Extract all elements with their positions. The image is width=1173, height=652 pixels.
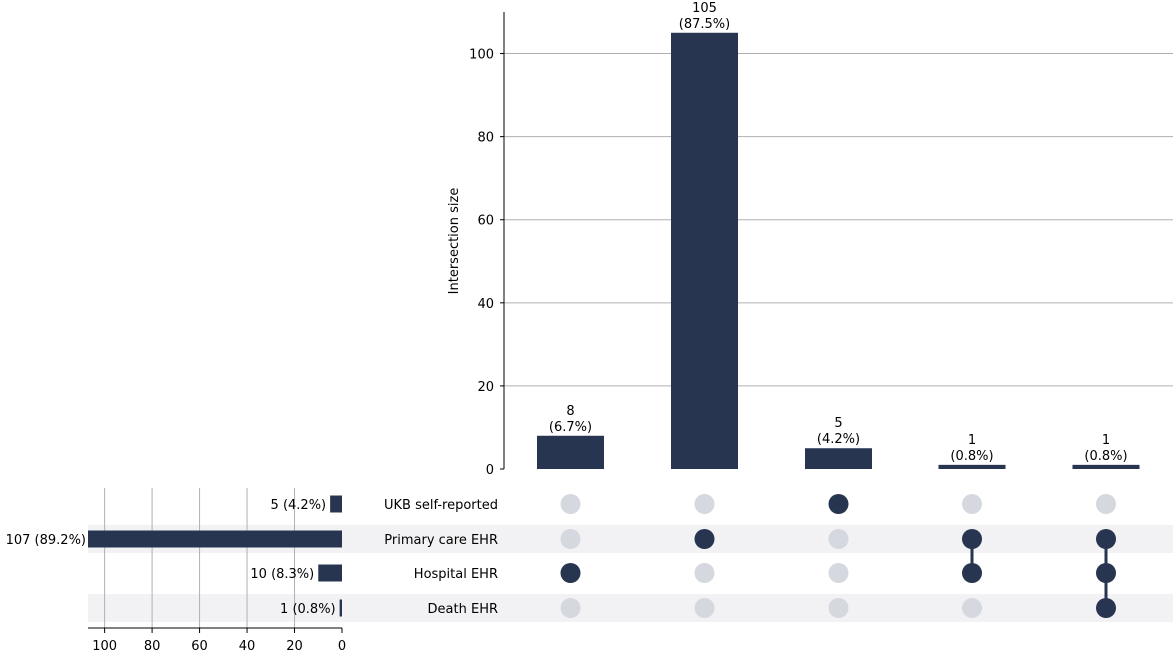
intersection-bar [938, 464, 1006, 469]
set-size-bar [318, 564, 342, 582]
matrix-dot-active [560, 563, 581, 583]
set-size-tick-label: 80 [144, 639, 161, 652]
intersection-bar-labels: 8(6.7%)105(87.5%)5(4.2%) 1(0.8%)1(0.8%) [549, 1, 1128, 464]
matrix-dot-active [1096, 598, 1116, 618]
y-tick-label: 20 [477, 380, 494, 395]
bar-percent-label: (0.8%) [1084, 449, 1127, 464]
set-name: Death EHR [428, 602, 498, 617]
intersection-bar [537, 435, 604, 469]
matrix-dot-inactive [560, 494, 581, 514]
matrix-dot-active [694, 529, 715, 549]
bar-count-label: 1 [968, 433, 976, 448]
matrix-dot-active [1096, 529, 1116, 549]
set-size-label: 10 (8.3%) [250, 567, 314, 582]
set-size-tick-label: 0 [338, 639, 346, 652]
matrix-dot-inactive [828, 529, 849, 549]
matrix-dot-active [828, 494, 849, 514]
set-size-label: 107 (89.2%) [6, 533, 86, 548]
y-tick-label: 100 [469, 48, 494, 63]
bar-percent-label: (6.7%) [549, 420, 592, 435]
matrix-dot-active [1096, 563, 1116, 583]
set-size-tick-label: 20 [286, 639, 303, 652]
set-size-tick-label: 60 [191, 639, 208, 652]
matrix-dot-inactive [962, 494, 982, 514]
set-size-tick-label: 100 [92, 639, 117, 652]
y-tick-label: 40 [477, 297, 494, 312]
matrix-dot-inactive [560, 529, 581, 549]
matrix-dot-inactive [694, 598, 715, 618]
intersection-matrix [560, 494, 1116, 618]
bar-percent-label: (0.8%) [950, 449, 993, 464]
y-tick-label: 60 [477, 214, 494, 229]
set-size-bar [330, 495, 342, 513]
row-stripes [88, 525, 1173, 622]
bar-percent-label: (87.5%) [679, 17, 730, 32]
bar-count-label: 8 [566, 404, 574, 419]
set-name: UKB self-reported [384, 498, 498, 513]
intersection-bar [671, 32, 738, 469]
matrix-dot-active [962, 529, 982, 549]
bar-count-label: 105 [692, 1, 717, 16]
matrix-dot-inactive [828, 598, 849, 618]
matrix-dot-inactive [828, 563, 849, 583]
set-name: Hospital EHR [414, 567, 498, 582]
bar-percent-label: (4.2%) [817, 432, 860, 447]
set-size-bars: 5 (4.2%) 107 (89.2%) 10 (8.3%) 1 (0.8%) [6, 495, 342, 617]
matrix-dot-inactive [560, 598, 581, 618]
matrix-dot-inactive [1096, 494, 1116, 514]
bar-count-label: 5 [834, 416, 842, 431]
y-tick-label: 0 [486, 463, 494, 478]
set-size-gridlines [104, 488, 296, 628]
set-size-label: 5 (4.2%) [271, 498, 327, 513]
set-size-label: 1 (0.8%) [280, 602, 336, 617]
intersection-bar [805, 448, 872, 469]
set-size-bar [339, 599, 342, 617]
set-names: UKB self-reported Primary care EHR Hospita… [384, 498, 498, 617]
intersection-bars [537, 32, 1140, 469]
matrix-dot-inactive [694, 494, 715, 514]
gridlines [504, 53, 1173, 387]
matrix-dot-active [962, 563, 982, 583]
set-size-tick-label: 40 [239, 639, 256, 652]
matrix-dot-inactive [962, 598, 982, 618]
set-size-axis: 100 80 60 40 20 0 [88, 627, 346, 652]
set-size-bar [88, 530, 342, 548]
y-tick-label: 80 [477, 131, 494, 146]
matrix-dot-inactive [694, 563, 715, 583]
set-name: Primary care EHR [384, 533, 498, 548]
y-axis: 0 20 40 60 80 100 [469, 12, 505, 478]
bar-count-label: 1 [1102, 433, 1110, 448]
row-stripe [88, 594, 1173, 622]
intersection-bar [1072, 464, 1140, 469]
y-axis-label: Intersection size [447, 188, 462, 295]
